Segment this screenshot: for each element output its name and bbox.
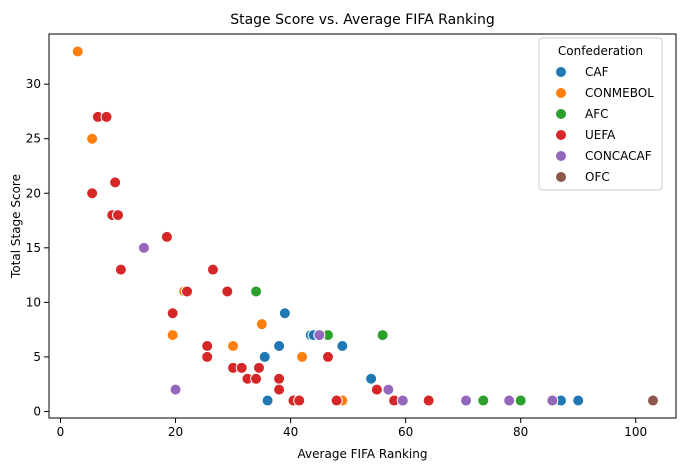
data-point	[503, 394, 516, 407]
x-tick-label: 40	[283, 425, 298, 439]
data-point	[460, 394, 473, 407]
data-point	[201, 350, 214, 363]
data-point	[382, 383, 395, 396]
data-point	[137, 241, 150, 254]
data-point	[86, 187, 99, 200]
legend-marker	[555, 108, 567, 120]
data-point	[646, 394, 659, 407]
data-point	[252, 361, 265, 374]
y-tick-label: 0	[33, 404, 41, 418]
chart-title: Stage Score vs. Average FIFA Ranking	[230, 12, 495, 28]
data-point	[278, 307, 291, 320]
legend-marker	[555, 66, 567, 78]
data-point	[250, 372, 263, 385]
y-tick-label: 15	[26, 241, 41, 255]
series-uefa	[86, 110, 435, 407]
data-point	[160, 230, 173, 243]
data-point	[227, 340, 240, 352]
x-tick-label: 100	[624, 425, 647, 439]
data-point	[255, 318, 268, 331]
data-point	[86, 132, 99, 145]
data-point	[422, 394, 435, 407]
x-tick-label: 80	[513, 425, 528, 439]
data-point	[112, 209, 125, 222]
data-point	[166, 307, 179, 320]
data-point	[396, 394, 409, 407]
legend-label: AFC	[585, 107, 609, 121]
data-point	[201, 340, 214, 352]
data-point	[273, 372, 286, 385]
data-point	[546, 394, 559, 407]
data-point	[235, 361, 248, 374]
series-ofc	[646, 394, 659, 407]
legend-label: OFC	[585, 170, 610, 184]
x-tick-label: 0	[57, 425, 65, 439]
data-point	[514, 394, 527, 407]
data-point	[109, 176, 122, 189]
legend-title: Confederation	[558, 44, 643, 58]
legend-marker	[555, 150, 567, 162]
data-point	[114, 263, 127, 276]
data-point	[206, 263, 219, 276]
data-point	[169, 383, 182, 396]
legend-label: CONCACAF	[585, 149, 652, 163]
data-point	[370, 383, 383, 396]
legend-marker	[555, 87, 567, 99]
legend-label: UEFA	[585, 128, 616, 142]
series-caf	[258, 307, 585, 407]
data-point	[321, 350, 334, 363]
data-point	[313, 329, 326, 342]
legend-marker	[555, 171, 567, 183]
y-tick-label: 10	[26, 295, 41, 309]
data-point	[100, 110, 113, 123]
data-point	[181, 285, 194, 298]
data-point	[273, 383, 286, 396]
x-tick-label: 60	[398, 425, 413, 439]
series-concacaf	[137, 241, 559, 407]
y-tick-label: 20	[26, 186, 41, 200]
data-point	[572, 394, 585, 407]
data-point	[250, 285, 263, 298]
data-point	[296, 350, 309, 363]
data-point	[365, 372, 378, 385]
data-point	[293, 394, 306, 407]
series-afc	[250, 285, 527, 407]
x-axis-label: Average FIFA Ranking	[298, 447, 428, 461]
plot-area: 0 20 40 60 80 100 0 5 10 15 20 25 30	[26, 33, 677, 439]
data-point	[221, 285, 234, 298]
plot-frame	[48, 33, 677, 419]
legend-marker	[555, 129, 567, 141]
data-point	[376, 329, 389, 342]
legend-frame	[538, 37, 663, 191]
y-axis-label: Total Stage Score	[9, 174, 23, 279]
y-tick-label: 25	[26, 132, 41, 146]
data-point	[71, 45, 84, 58]
data-point	[258, 350, 271, 363]
x-tick-label: 20	[168, 425, 183, 439]
y-tick-label: 30	[26, 77, 41, 91]
data-point	[261, 394, 274, 407]
legend-label: CONMEBOL	[585, 86, 654, 100]
legend: Confederation CAF CONMEBOL AFC UEFA CONCACAF…	[538, 37, 663, 191]
data-point	[330, 394, 343, 407]
data-point	[273, 340, 286, 352]
legend-label: CAF	[585, 65, 609, 79]
data-point	[166, 329, 179, 342]
y-tick-label: 5	[33, 350, 41, 364]
data-point	[477, 394, 490, 407]
data-point	[336, 340, 349, 352]
